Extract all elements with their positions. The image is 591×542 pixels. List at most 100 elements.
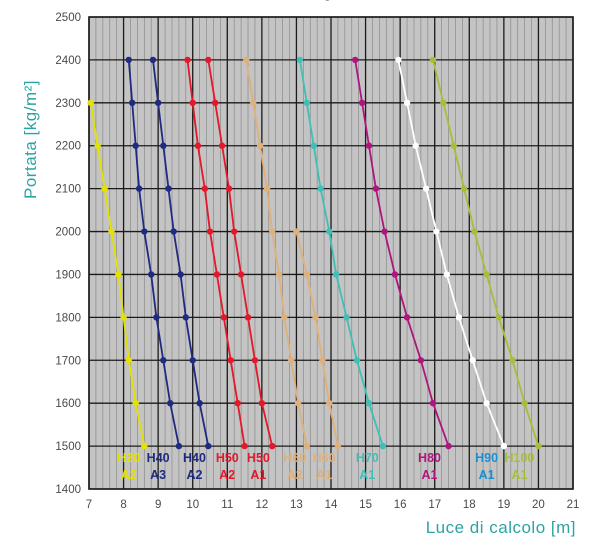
data-point	[225, 185, 233, 192]
data-point	[332, 271, 340, 278]
data-point	[196, 399, 203, 407]
data-point	[275, 271, 283, 278]
x-axis-title: Luce di calcolo [m]	[426, 518, 576, 537]
x-tick-label: 21	[567, 499, 580, 511]
series-layer	[87, 56, 542, 450]
data-point	[258, 399, 266, 407]
data-point	[317, 185, 324, 192]
x-tick-label: 17	[428, 499, 441, 511]
data-point	[237, 271, 245, 278]
x-tick-label: 12	[255, 499, 268, 511]
data-point	[241, 442, 248, 450]
data-point	[220, 314, 228, 321]
data-point	[160, 357, 167, 364]
series-h50-a1	[205, 56, 276, 450]
y-tick-label: 2500	[55, 12, 81, 24]
data-point	[205, 442, 212, 450]
data-point	[455, 314, 463, 321]
y-tick-label: 1500	[55, 441, 81, 453]
series-label-name: H70	[356, 451, 379, 465]
data-point	[303, 271, 310, 278]
series-line	[295, 231, 339, 447]
data-point	[141, 228, 148, 235]
data-point	[445, 442, 452, 450]
series-label-sub: A1	[359, 468, 375, 482]
data-point	[433, 228, 440, 235]
data-point	[353, 357, 361, 364]
x-tick-label: 20	[532, 499, 545, 511]
x-tick-label: 16	[394, 499, 407, 511]
series-h40-a3	[125, 56, 183, 450]
x-tick-label: 13	[290, 499, 303, 511]
data-point	[403, 99, 411, 107]
series-label-name: H20	[117, 451, 140, 465]
data-point	[365, 399, 373, 407]
data-point	[450, 142, 457, 149]
series-h100-a1	[429, 56, 542, 450]
series-label-sub: A2	[219, 468, 235, 482]
series-h70-a1	[296, 56, 387, 450]
data-point	[343, 314, 350, 321]
data-point	[184, 56, 191, 64]
data-point	[443, 271, 451, 278]
data-point	[269, 228, 276, 235]
series-line	[207, 59, 274, 447]
data-point	[500, 442, 508, 450]
data-point	[120, 314, 127, 321]
data-point	[429, 56, 437, 64]
data-point	[129, 99, 136, 107]
data-point	[154, 99, 162, 107]
plot-frame	[88, 16, 574, 490]
data-point	[160, 142, 167, 149]
data-point	[381, 228, 388, 235]
series-h90-a1	[395, 56, 508, 450]
data-point	[269, 442, 276, 450]
series-label-name: H40	[183, 451, 206, 465]
data-point	[440, 99, 447, 107]
data-point	[294, 399, 302, 407]
x-tick-label: 14	[325, 499, 338, 511]
series-label-name: H90	[475, 451, 498, 465]
data-point	[521, 399, 528, 407]
data-point	[429, 399, 437, 407]
data-point	[148, 271, 155, 278]
data-point	[213, 271, 221, 278]
data-point	[250, 99, 257, 107]
x-tick-label: 7	[86, 499, 92, 511]
x-tick-label: 18	[463, 499, 476, 511]
series-label-name: H60	[313, 451, 336, 465]
data-point	[87, 99, 94, 107]
series-line	[397, 59, 505, 447]
series-h20-a2	[87, 99, 148, 450]
y-tick-label: 2000	[55, 227, 81, 239]
series-h40-a2	[149, 56, 212, 450]
data-point	[379, 442, 387, 450]
data-point	[149, 56, 157, 64]
data-point	[108, 228, 115, 235]
y-tick-label: 2300	[55, 98, 81, 110]
data-point	[135, 185, 143, 192]
series-label-name: H50	[216, 451, 239, 465]
data-point	[365, 142, 373, 149]
y-tick-label: 1900	[55, 269, 81, 281]
y-tick-label: 2400	[55, 55, 81, 67]
data-point	[256, 142, 264, 149]
data-point	[125, 56, 132, 64]
major-grid	[88, 16, 574, 490]
data-point	[132, 399, 139, 407]
x-tick-label: 15	[359, 499, 372, 511]
data-point	[372, 185, 380, 192]
data-point	[211, 99, 219, 107]
data-point	[206, 228, 214, 235]
series-h60-a2	[243, 56, 310, 450]
data-point	[391, 271, 399, 278]
series-label-name: H50	[247, 451, 270, 465]
data-point	[495, 314, 502, 321]
